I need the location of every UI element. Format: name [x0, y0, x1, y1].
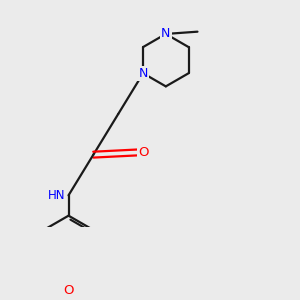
- Text: O: O: [138, 146, 148, 159]
- Text: N: N: [138, 67, 148, 80]
- Text: HN: HN: [47, 189, 65, 202]
- Text: O: O: [63, 284, 74, 297]
- Text: N: N: [161, 27, 170, 40]
